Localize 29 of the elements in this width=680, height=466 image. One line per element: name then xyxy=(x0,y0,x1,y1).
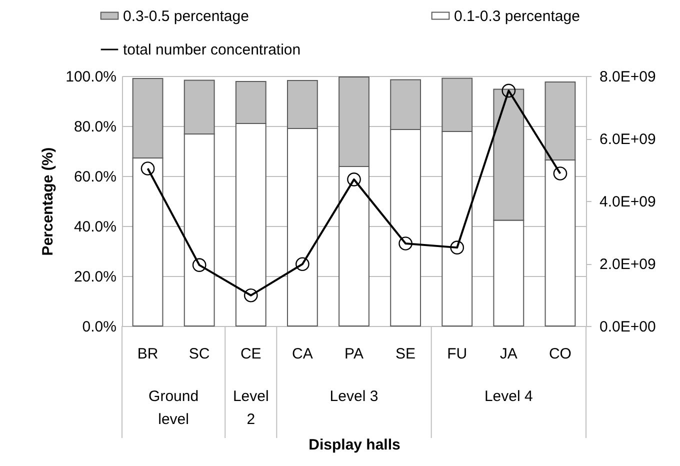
y2-tick-label: 2.0E+09 xyxy=(600,256,656,273)
y-tick-label: 60.0% xyxy=(74,168,116,186)
y-tick-label: 20.0% xyxy=(74,268,116,286)
x-tick-label: BR xyxy=(137,346,158,362)
x-tick-label: CA xyxy=(292,346,313,362)
x-tick-label: CE xyxy=(240,346,262,362)
text: Ground level xyxy=(148,387,200,430)
x-axis-title: Display halls xyxy=(308,436,400,454)
legend-label: 0.3-0.5 percentage xyxy=(123,8,249,25)
x-tick-label: CO xyxy=(548,346,572,362)
legend-label: 0.1-0.3 percentage xyxy=(454,8,580,25)
y2-tick-label: 4.0E+09 xyxy=(600,194,656,210)
y-tick-label: 100.0% xyxy=(66,68,116,86)
x-tick-label: JA xyxy=(500,346,518,362)
x-tick-label: SC xyxy=(188,346,210,362)
x-tick-label: PA xyxy=(344,346,364,362)
y-tick-label: 0.0% xyxy=(82,318,116,336)
y-tick-label: 40.0% xyxy=(74,218,116,236)
x-tick-label: SE xyxy=(396,346,416,362)
y-axis-title: Percentage (%) xyxy=(40,147,57,256)
y-tick-label: 80.0% xyxy=(74,118,116,136)
y2-tick-label: 8.0E+09 xyxy=(600,68,656,86)
text: Level 4 xyxy=(483,387,534,407)
y2-tick-label: 0.0E+00 xyxy=(600,318,656,336)
y2-tick-label: 6.0E+09 xyxy=(600,131,656,148)
legend-label: total number concentration xyxy=(123,42,301,58)
text: Level 2 xyxy=(232,387,270,430)
text: Level 3 xyxy=(328,387,380,407)
x-tick-label: FU xyxy=(447,346,468,362)
